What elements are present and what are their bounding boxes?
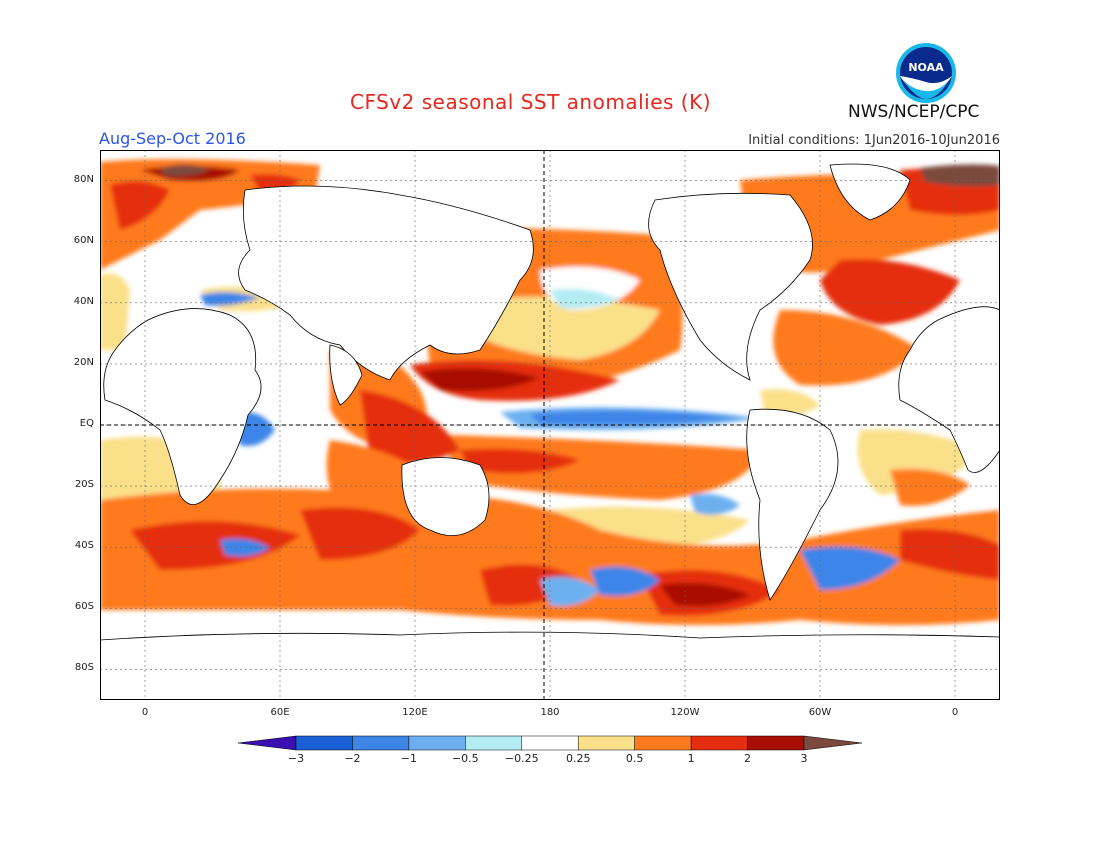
- lat-tick-label: 20S: [74, 479, 94, 491]
- colorbar-tick-label: 3: [800, 752, 808, 765]
- svg-text:NOAA: NOAA: [908, 61, 944, 74]
- colorbar-tick-label: −0.5: [451, 752, 479, 765]
- colorbar-segment: [634, 735, 692, 751]
- colorbar-lower-triangle: [238, 735, 297, 751]
- lon-tick-label: 60E: [270, 707, 290, 718]
- noaa-logo: NOAA: [896, 43, 956, 103]
- colorbar-tick-label: 1: [687, 752, 695, 765]
- colorbar-segment: [690, 735, 748, 751]
- colorbar-segment: [521, 735, 579, 751]
- colorbar-tick-label: 0.25: [565, 752, 591, 765]
- lat-tick-label: 60S: [74, 601, 94, 613]
- sst-anomaly-map: [100, 150, 1000, 700]
- colorbar-segment: [747, 735, 805, 751]
- colorbar-segment: [577, 735, 635, 751]
- colorbar-segment: [465, 735, 523, 751]
- initial-conditions-label: Initial conditions: 1Jun2016-10Jun2016: [748, 133, 1000, 148]
- colorbar-tick-label: −2: [344, 752, 361, 765]
- season-label: Aug-Sep-Oct 2016: [99, 129, 246, 148]
- lat-tick-label: EQ: [79, 418, 94, 429]
- lat-tick-label: 80N: [73, 173, 94, 185]
- lon-tick-label: 0: [951, 707, 959, 718]
- lat-tick-label: 60N: [73, 234, 94, 246]
- colorbar-segment: [352, 735, 410, 751]
- colorbar-tick-label: 2: [744, 752, 752, 765]
- lon-tick-label: 120E: [402, 707, 428, 718]
- colorbar-upper-triangle: [803, 735, 862, 751]
- colorbar-segment: [408, 735, 466, 751]
- lat-tick-label: 80S: [74, 662, 94, 674]
- lat-tick-label: 20N: [73, 356, 94, 368]
- lon-tick-label: 120W: [670, 707, 700, 718]
- chart-title: CFSv2 seasonal SST anomalies (K): [350, 90, 711, 114]
- colorbar: [238, 735, 862, 751]
- colorbar-segment: [295, 735, 353, 751]
- lon-tick-label: 180: [540, 707, 560, 718]
- agency-label: NWS/NCEP/CPC: [848, 102, 980, 122]
- lon-tick-label: 0: [141, 707, 149, 718]
- lat-tick-label: 40N: [73, 295, 94, 307]
- lat-tick-label: 40S: [74, 540, 94, 552]
- lon-tick-label: 60W: [808, 707, 832, 718]
- colorbar-tick-label: −0.25: [504, 752, 539, 765]
- colorbar-tick-label: −1: [400, 752, 417, 765]
- colorbar-tick-label: −3: [287, 752, 305, 765]
- colorbar-tick-label: 0.5: [625, 752, 644, 765]
